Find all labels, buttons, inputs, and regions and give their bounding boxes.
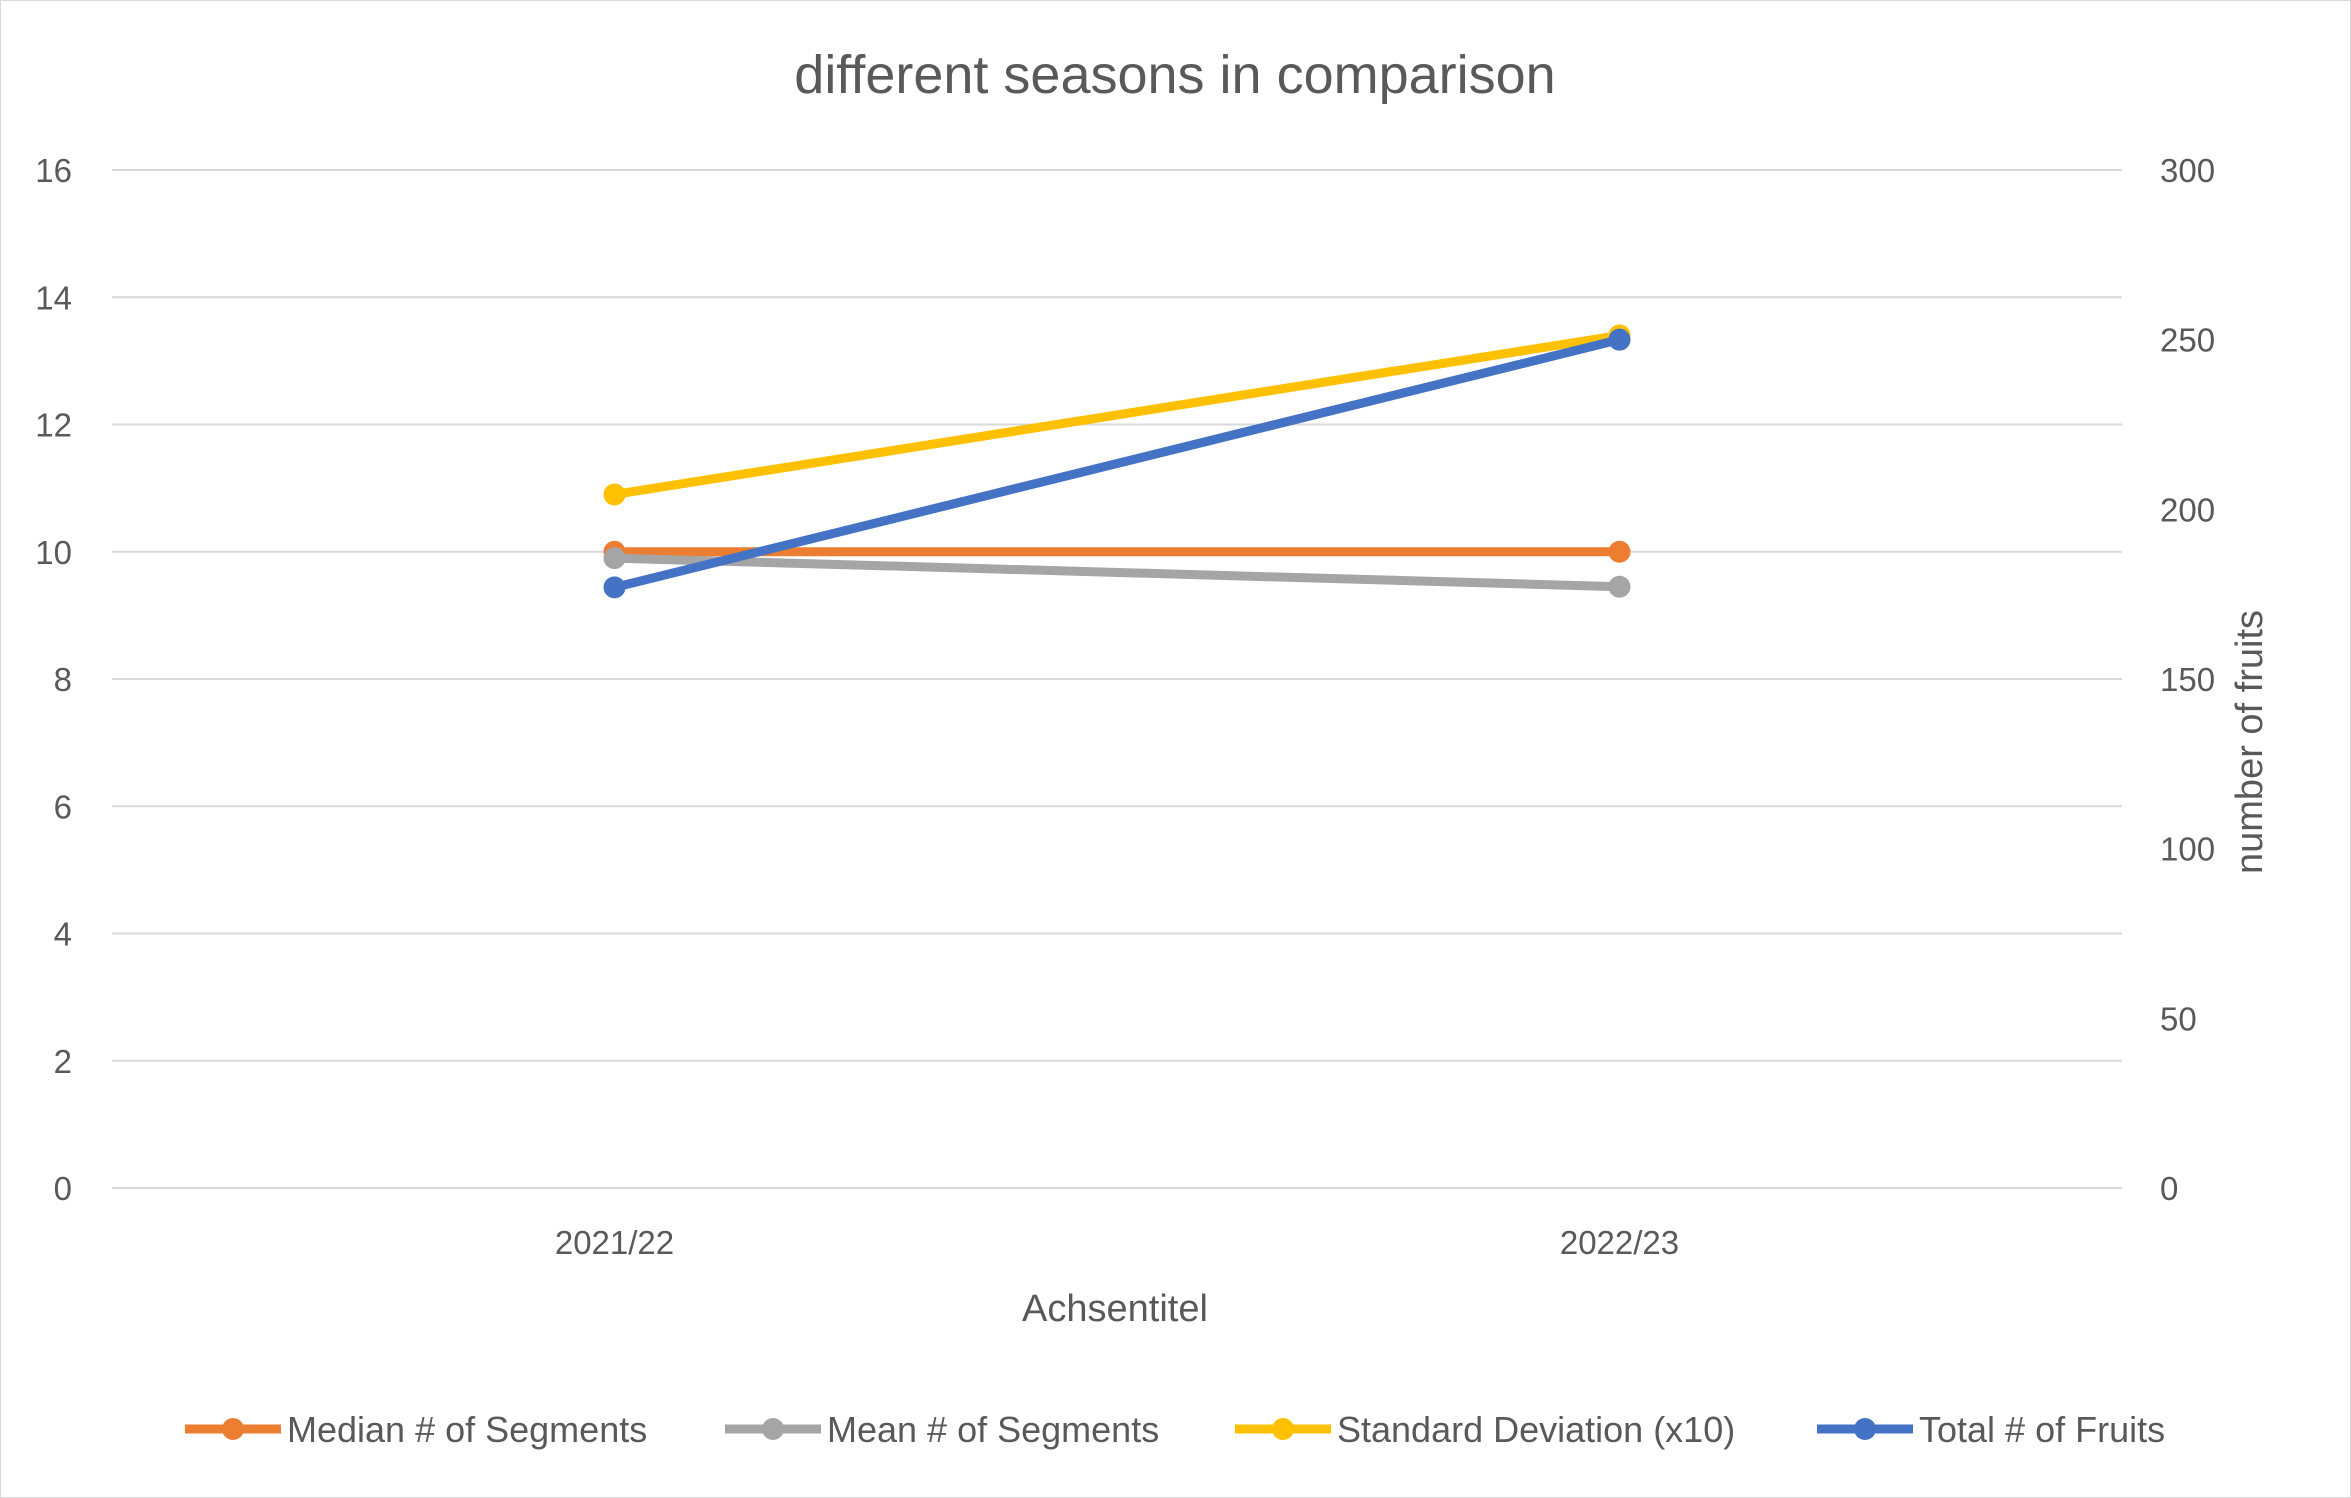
left-tick-label: 4 <box>54 916 72 953</box>
legend-item: Median # of Segments <box>185 1409 647 1450</box>
series-total-of-fruits <box>603 328 1631 599</box>
left-tick-label: 14 <box>35 279 72 316</box>
legend-marker <box>762 1418 784 1440</box>
left-tick-label: 2 <box>54 1043 72 1080</box>
legend-marker <box>1272 1418 1294 1440</box>
data-point <box>603 483 626 506</box>
series-line <box>610 553 1624 592</box>
data-point <box>603 547 626 570</box>
right-axis-ticks: 0 50 100 150 200 250 300 <box>2160 152 2215 1207</box>
right-tick-label: 200 <box>2160 491 2215 528</box>
gridlines <box>112 169 2122 1189</box>
series-line <box>610 335 1624 592</box>
left-axis-ticks: 0 2 4 6 8 10 12 14 16 <box>35 152 72 1207</box>
series-standard-deviation-x10 <box>603 324 1631 506</box>
right-axis-title: number of fruits <box>2229 610 2271 874</box>
data-point <box>603 576 626 599</box>
legend-marker <box>222 1418 244 1440</box>
data-point <box>1608 575 1631 598</box>
legend-label: Total # of Fruits <box>1919 1409 2165 1450</box>
left-tick-label: 0 <box>54 1170 72 1207</box>
right-tick-label: 150 <box>2160 661 2215 698</box>
series-layer <box>603 324 1631 599</box>
legend-item: Standard Deviation (x10) <box>1235 1409 1735 1450</box>
left-tick-label: 10 <box>35 534 72 571</box>
legend: Median # of Segments Mean # of Segments St… <box>185 1409 2165 1450</box>
right-tick-label: 50 <box>2160 1000 2197 1037</box>
legend-item: Mean # of Segments <box>725 1409 1159 1450</box>
x-axis-title: Achsentitel <box>1022 1288 1208 1330</box>
x-tick-label: 2022/23 <box>1560 1224 1679 1261</box>
legend-item: Total # of Fruits <box>1817 1409 2165 1450</box>
data-point <box>1608 540 1631 563</box>
data-point <box>1608 328 1631 351</box>
series-line <box>610 330 1624 499</box>
right-tick-label: 100 <box>2160 831 2215 868</box>
left-tick-label: 6 <box>54 788 72 825</box>
legend-marker <box>1854 1418 1876 1440</box>
series-mean-of-segments <box>603 547 1631 598</box>
x-axis-ticks: 2021/22 2022/23 <box>555 1224 1679 1261</box>
chart-title: different seasons in comparison <box>794 45 1555 105</box>
legend-label: Median # of Segments <box>287 1409 647 1450</box>
left-tick-label: 8 <box>54 661 72 698</box>
x-tick-label: 2021/22 <box>555 1224 674 1261</box>
legend-label: Mean # of Segments <box>827 1409 1159 1450</box>
left-tick-label: 16 <box>35 152 72 189</box>
legend-label: Standard Deviation (x10) <box>1337 1409 1735 1450</box>
left-tick-label: 12 <box>35 407 72 444</box>
right-tick-label: 250 <box>2160 322 2215 359</box>
right-tick-label: 300 <box>2160 152 2215 189</box>
right-tick-label: 0 <box>2160 1170 2178 1207</box>
